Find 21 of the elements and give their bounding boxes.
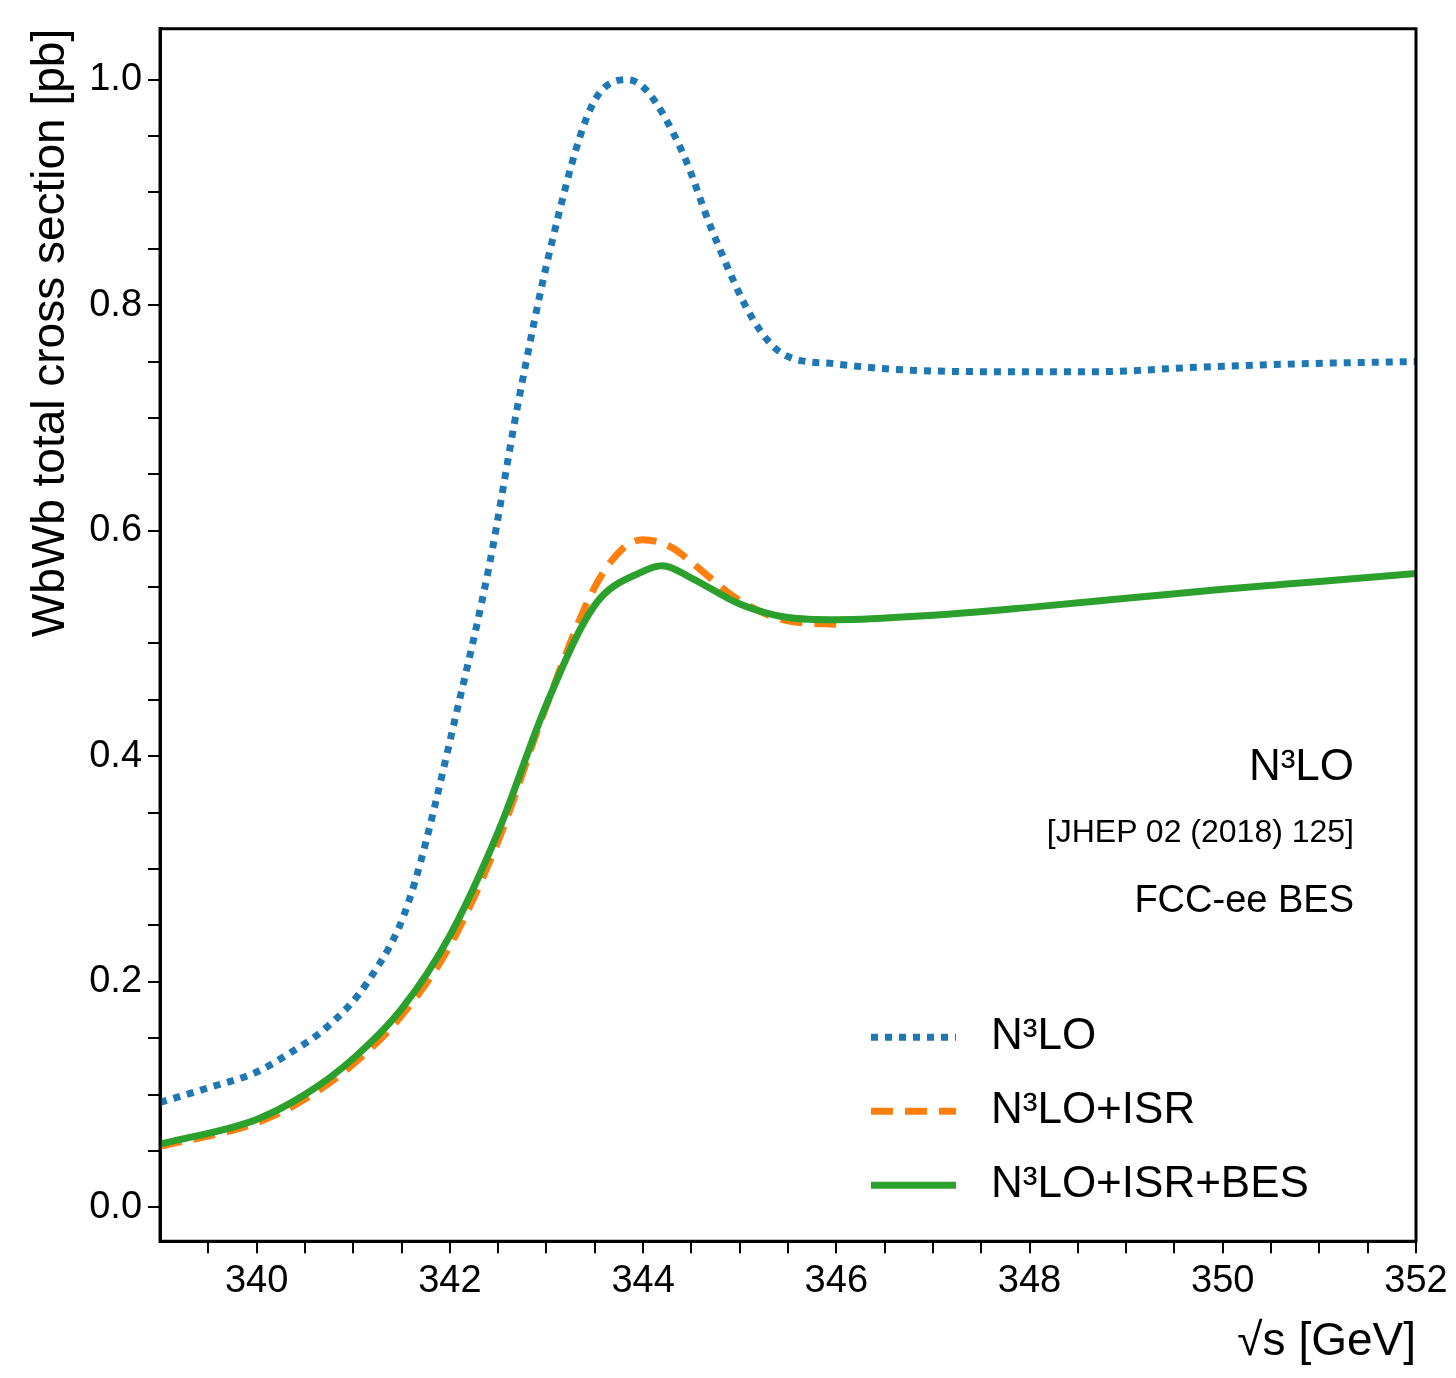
y-tick-label: 0.2	[89, 958, 143, 1001]
x-tick-label: 342	[418, 1258, 482, 1301]
x-axis-title: √s [GeV]	[1237, 1313, 1416, 1366]
x-tick-label: 350	[1191, 1258, 1255, 1301]
legend-label: N³LO	[991, 1009, 1097, 1059]
x-tick-label: 348	[997, 1258, 1062, 1301]
x-tick-label: 352	[1384, 1258, 1448, 1301]
x-tick-label: 344	[611, 1258, 675, 1301]
legend-label: N³LO+ISR	[991, 1083, 1196, 1133]
y-tick-label: 0.6	[89, 507, 143, 550]
annotation: [JHEP 02 (2018) 125]	[1046, 813, 1354, 850]
annotation: N³LO	[1248, 740, 1354, 790]
x-tick-label: 340	[224, 1258, 289, 1301]
y-tick-label: 0.8	[89, 281, 143, 324]
y-tick-label: 1.0	[89, 56, 143, 99]
y-axis-title: WbWb total cross section [pb]	[22, 28, 75, 638]
x-tick-label: 346	[804, 1258, 869, 1301]
annotation: FCC-ee BES	[1134, 878, 1354, 921]
legend-label: N³LO+ISR+BES	[991, 1157, 1309, 1207]
y-tick-label: 0.0	[89, 1183, 143, 1226]
y-tick-label: 0.4	[89, 732, 143, 775]
